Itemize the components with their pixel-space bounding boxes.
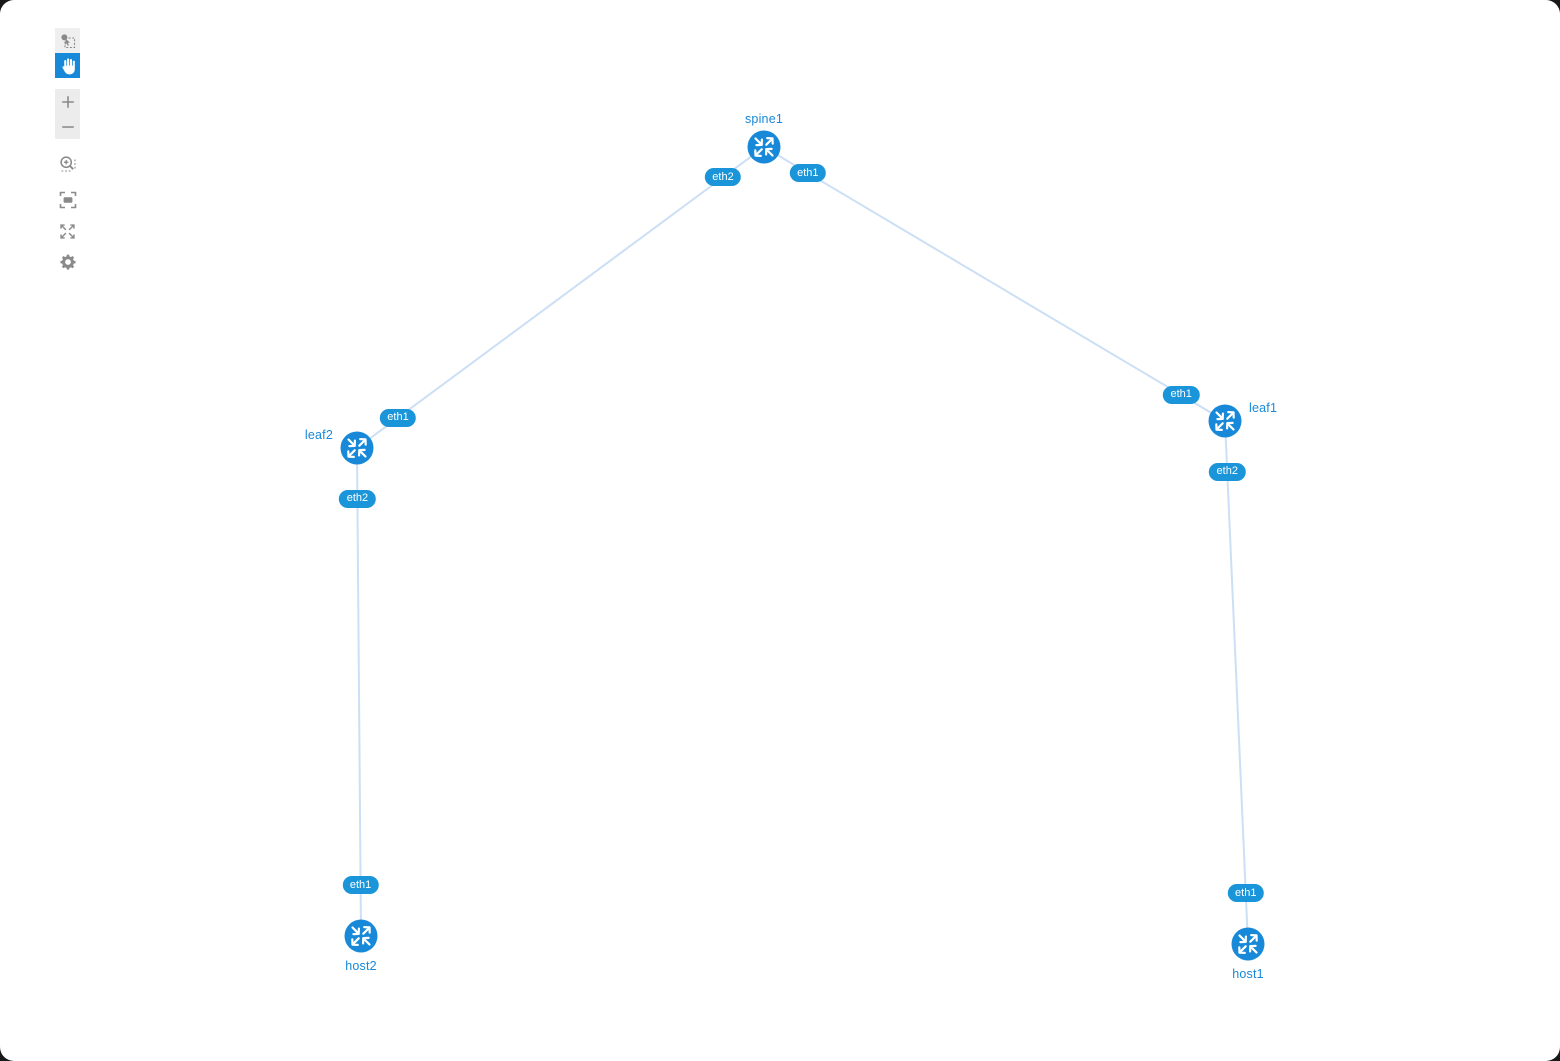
settings-button[interactable]: [55, 249, 80, 274]
interface-badge-host2[interactable]: eth1: [342, 876, 379, 894]
node-leaf1[interactable]: [1208, 404, 1242, 438]
node-label-host2: host2: [345, 959, 377, 973]
zoom-selection-button[interactable]: [55, 151, 80, 176]
node-host1[interactable]: [1231, 927, 1265, 961]
node-leaf2[interactable]: [340, 431, 374, 465]
zoom-in-button[interactable]: [55, 89, 80, 114]
interface-badge-spine1[interactable]: eth2: [704, 168, 742, 187]
node-label-spine1: spine1: [744, 112, 784, 126]
topology-link-spine1-leaf1[interactable]: [763, 146, 1226, 422]
fullscreen-icon: [58, 222, 77, 241]
node-label-leaf1: leaf1: [1249, 401, 1278, 415]
interface-badge-host1[interactable]: eth1: [1227, 884, 1264, 903]
node-host2[interactable]: [344, 919, 378, 953]
node-label-leaf2: leaf2: [304, 428, 333, 442]
fit-icon: [58, 190, 78, 210]
router-icon: [340, 431, 374, 465]
gear-icon: [59, 253, 77, 271]
topology-link-leaf1-host1[interactable]: [1224, 420, 1249, 945]
interface-badge-leaf2[interactable]: eth1: [379, 408, 417, 427]
minus-icon: [60, 119, 76, 135]
plus-icon: [60, 94, 76, 110]
interface-badge-leaf2[interactable]: eth2: [339, 489, 376, 508]
topology-link-spine1-leaf2[interactable]: [356, 146, 765, 449]
toolbar: [55, 28, 80, 274]
zoom-selection-icon: [58, 154, 78, 174]
pan-tool-button[interactable]: [55, 53, 80, 78]
router-icon: [747, 130, 781, 164]
router-icon: [1208, 404, 1242, 438]
topology-link-leaf2-host2[interactable]: [356, 447, 362, 937]
router-icon: [1231, 927, 1265, 961]
fit-view-button[interactable]: [55, 187, 80, 212]
interface-badge-leaf1[interactable]: eth2: [1209, 462, 1246, 481]
node-spine1[interactable]: [747, 130, 781, 164]
zoom-out-button[interactable]: [55, 114, 80, 139]
interface-badge-leaf1[interactable]: eth1: [1162, 385, 1200, 404]
fullscreen-button[interactable]: [55, 219, 80, 244]
interface-badge-spine1[interactable]: eth1: [789, 164, 827, 183]
select-tool-button[interactable]: [55, 28, 80, 53]
node-label-host1: host1: [1232, 967, 1264, 981]
router-icon: [344, 919, 378, 953]
select-icon: [59, 32, 77, 50]
hand-icon: [58, 56, 77, 75]
